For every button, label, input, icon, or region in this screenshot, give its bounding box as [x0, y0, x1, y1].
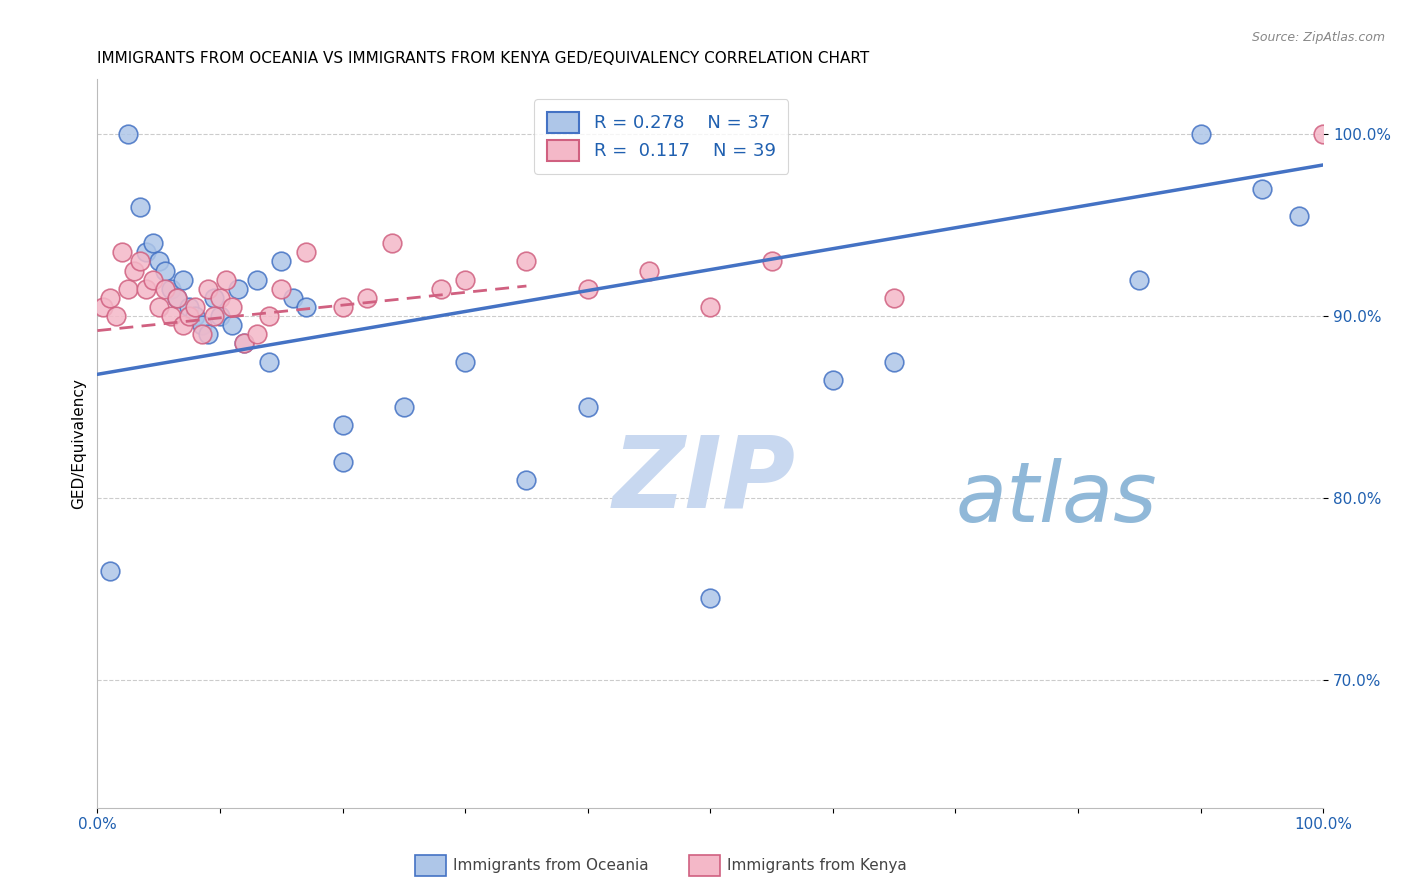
Point	[638, 263, 661, 277]
Point	[197, 327, 219, 342]
Point	[166, 291, 188, 305]
Point	[283, 291, 305, 305]
Point	[135, 245, 157, 260]
Text: Immigrants from Oceania: Immigrants from Oceania	[453, 858, 648, 872]
Point	[202, 309, 225, 323]
Point	[190, 327, 212, 342]
Point	[197, 282, 219, 296]
Point	[699, 591, 721, 606]
Point	[1312, 127, 1334, 141]
Point	[122, 263, 145, 277]
Point	[179, 300, 201, 314]
Point	[429, 282, 451, 296]
Point	[190, 318, 212, 333]
Text: Source: ZipAtlas.com: Source: ZipAtlas.com	[1251, 31, 1385, 45]
Point	[883, 354, 905, 368]
Point	[208, 309, 231, 323]
Point	[111, 245, 134, 260]
Point	[148, 300, 170, 314]
Point	[179, 309, 201, 323]
Point	[117, 127, 139, 141]
Point	[98, 291, 121, 305]
Point	[202, 291, 225, 305]
Point	[356, 291, 378, 305]
Point	[228, 282, 250, 296]
Point	[515, 254, 537, 268]
Point	[246, 327, 269, 342]
Point	[153, 263, 176, 277]
Point	[135, 282, 157, 296]
Point	[270, 282, 292, 296]
Point	[233, 336, 256, 351]
Point	[294, 300, 316, 314]
Point	[153, 282, 176, 296]
Point	[761, 254, 783, 268]
Point	[160, 309, 183, 323]
Point	[1288, 209, 1310, 223]
Point	[184, 300, 207, 314]
Point	[208, 291, 231, 305]
Point	[821, 373, 844, 387]
Point	[332, 455, 354, 469]
Point	[699, 300, 721, 314]
Point	[117, 282, 139, 296]
Point	[93, 300, 115, 314]
Point	[166, 291, 188, 305]
Point	[1251, 181, 1274, 195]
Point	[221, 300, 243, 314]
Point	[1128, 272, 1150, 286]
Point	[215, 272, 238, 286]
Point	[141, 272, 163, 286]
Point	[454, 272, 477, 286]
Point	[454, 354, 477, 368]
Point	[129, 254, 152, 268]
Text: atlas: atlas	[956, 458, 1157, 539]
Point	[184, 309, 207, 323]
Point	[148, 254, 170, 268]
Y-axis label: GED/Equivalency: GED/Equivalency	[72, 378, 86, 509]
Point	[381, 236, 404, 251]
Point	[332, 300, 354, 314]
Point	[883, 291, 905, 305]
Point	[98, 564, 121, 578]
Point	[246, 272, 269, 286]
Point	[257, 354, 280, 368]
Point	[270, 254, 292, 268]
Point	[257, 309, 280, 323]
Point	[141, 236, 163, 251]
Text: ZIP: ZIP	[612, 432, 796, 528]
Point	[129, 200, 152, 214]
Point	[515, 473, 537, 487]
Point	[104, 309, 127, 323]
Point	[392, 400, 415, 414]
Point	[294, 245, 316, 260]
Point	[160, 282, 183, 296]
Point	[332, 418, 354, 433]
Point	[172, 272, 194, 286]
Legend: R = 0.278    N = 37, R =  0.117    N = 39: R = 0.278 N = 37, R = 0.117 N = 39	[534, 99, 789, 174]
Point	[221, 318, 243, 333]
Text: Immigrants from Kenya: Immigrants from Kenya	[727, 858, 907, 872]
Point	[576, 400, 599, 414]
Point	[1189, 127, 1212, 141]
Point	[576, 282, 599, 296]
Point	[233, 336, 256, 351]
Point	[172, 318, 194, 333]
Text: IMMIGRANTS FROM OCEANIA VS IMMIGRANTS FROM KENYA GED/EQUIVALENCY CORRELATION CHA: IMMIGRANTS FROM OCEANIA VS IMMIGRANTS FR…	[97, 51, 869, 66]
